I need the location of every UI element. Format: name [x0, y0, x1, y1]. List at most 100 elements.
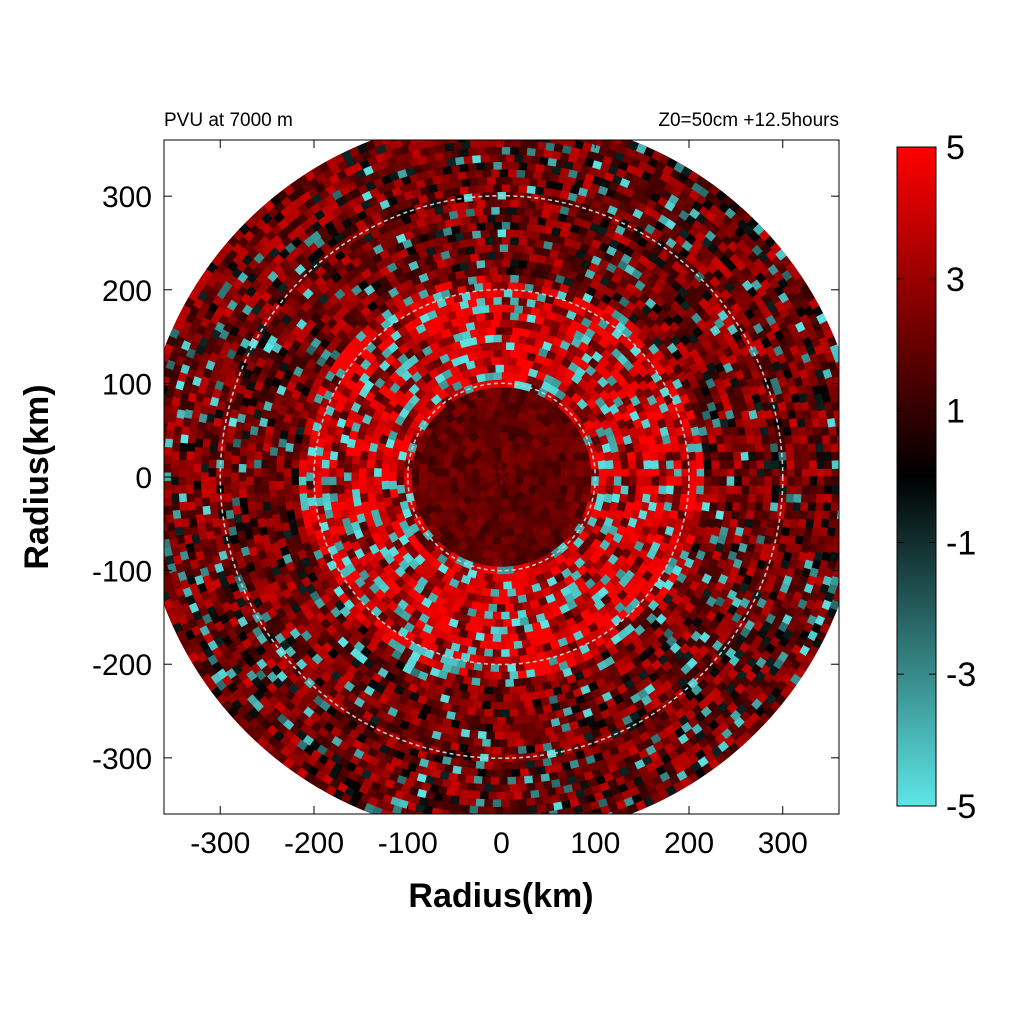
- heatmap-cell: [486, 618, 496, 628]
- heatmap-cell: [741, 484, 750, 495]
- heatmap-cell: [335, 476, 345, 487]
- heatmap-cell: [501, 649, 511, 658]
- heatmap-cell: [809, 484, 818, 495]
- heatmap-cell: [254, 442, 264, 453]
- heatmap-cell: [517, 745, 528, 755]
- heatmap-cell: [783, 509, 794, 520]
- heatmap-cell: [509, 723, 520, 733]
- heatmap-cell: [749, 476, 758, 486]
- heatmap-cell: [373, 467, 382, 478]
- heatmap-cell: [511, 251, 522, 261]
- heatmap-cell: [283, 476, 292, 487]
- heatmap-cell: [208, 493, 218, 504]
- heatmap-cell: [511, 326, 522, 336]
- heatmap-cell: [769, 442, 779, 453]
- heatmap-cell: [193, 455, 202, 466]
- heatmap-cell: [483, 274, 494, 283]
- heatmap-cell: [496, 641, 507, 650]
- heatmap-cell: [515, 169, 526, 178]
- heatmap-cell: [388, 472, 397, 483]
- heatmap-cell: [509, 259, 519, 268]
- heatmap-cell: [467, 722, 478, 732]
- heatmap-cell: [469, 692, 480, 702]
- heatmap-cell: [784, 501, 795, 512]
- heatmap-cell: [238, 472, 247, 482]
- heatmap-cell: [496, 604, 507, 613]
- heatmap-cell: [507, 626, 518, 635]
- heatmap-cell: [800, 442, 810, 453]
- heatmap-cell: [525, 237, 537, 247]
- heatmap-cell: [186, 501, 196, 512]
- heatmap-cell: [253, 493, 263, 504]
- heatmap-cell: [511, 731, 522, 740]
- heatmap-cell: [335, 484, 345, 495]
- heatmap-cell: [483, 161, 494, 170]
- heatmap-cell: [328, 468, 337, 478]
- heatmap-cell: [515, 738, 526, 748]
- heatmap-cell: [517, 259, 528, 269]
- heatmap-cell: [481, 738, 492, 748]
- heatmap-cell: [507, 206, 517, 215]
- heatmap-cell: [380, 480, 390, 491]
- heatmap-cell: [473, 662, 484, 672]
- heatmap-cell: [509, 236, 519, 246]
- heatmap-cell: [200, 480, 209, 491]
- heatmap-cell: [672, 492, 682, 503]
- heatmap-cell: [643, 484, 652, 495]
- heatmap-cell: [740, 492, 750, 503]
- heatmap-cell: [238, 480, 247, 491]
- heatmap-cell: [193, 489, 202, 499]
- heatmap-cell: [501, 784, 511, 793]
- heatmap-cell: [756, 484, 765, 495]
- heatmap-cell: [496, 529, 507, 538]
- heatmap-cell: [283, 468, 292, 478]
- heatmap-cell: [343, 463, 352, 474]
- heatmap-cell: [716, 501, 726, 512]
- heatmap-cell: [763, 459, 773, 470]
- heatmap-cell: [268, 472, 277, 482]
- heatmap-cell: [275, 463, 285, 474]
- heatmap-cell: [492, 296, 502, 305]
- heatmap-cell: [507, 776, 518, 786]
- heatmap-cell: [502, 213, 513, 223]
- heatmap-cell: [517, 199, 528, 209]
- heatmap-cell: [769, 501, 779, 512]
- heatmap-cell: [477, 214, 488, 224]
- heatmap-cell: [502, 176, 513, 185]
- heatmap-cell: [466, 200, 477, 210]
- heatmap-cell: [268, 480, 277, 491]
- heatmap-cell: [724, 501, 734, 512]
- heatmap-cell: [185, 468, 194, 478]
- heatmap-cell: [650, 484, 660, 495]
- heatmap-cell: [521, 267, 532, 277]
- heatmap-cell: [519, 176, 530, 186]
- heatmap-cell: [703, 484, 713, 495]
- heatmap-cell: [515, 244, 526, 254]
- heatmap-cell: [794, 467, 803, 478]
- heatmap-cell: [223, 493, 233, 504]
- heatmap-cell: [503, 731, 513, 741]
- heatmap-cell: [494, 364, 504, 373]
- heatmap-cell: [511, 176, 522, 186]
- heatmap-cell: [223, 459, 232, 470]
- heatmap-cell: [477, 730, 488, 740]
- heatmap-cell: [491, 386, 502, 396]
- heatmap-cell: [525, 162, 536, 172]
- heatmap-cell: [499, 739, 509, 748]
- heatmap-cell: [502, 251, 513, 260]
- heatmap-cell: [492, 311, 502, 320]
- heatmap-cell: [523, 207, 534, 217]
- heatmap-cell: [488, 641, 499, 650]
- heatmap-cell: [494, 581, 505, 590]
- heatmap-cell: [526, 760, 537, 770]
- heatmap-cell: [222, 476, 232, 487]
- heatmap-cell: [505, 679, 516, 688]
- heatmap-cell: [426, 472, 435, 483]
- heatmap-cell: [627, 484, 637, 495]
- heatmap-cell: [207, 468, 217, 478]
- heatmap-cell: [358, 459, 368, 470]
- heatmap-cell: [793, 492, 803, 503]
- heatmap-cell: [505, 641, 516, 650]
- heatmap-cell: [185, 485, 194, 495]
- heatmap-cell: [298, 450, 308, 462]
